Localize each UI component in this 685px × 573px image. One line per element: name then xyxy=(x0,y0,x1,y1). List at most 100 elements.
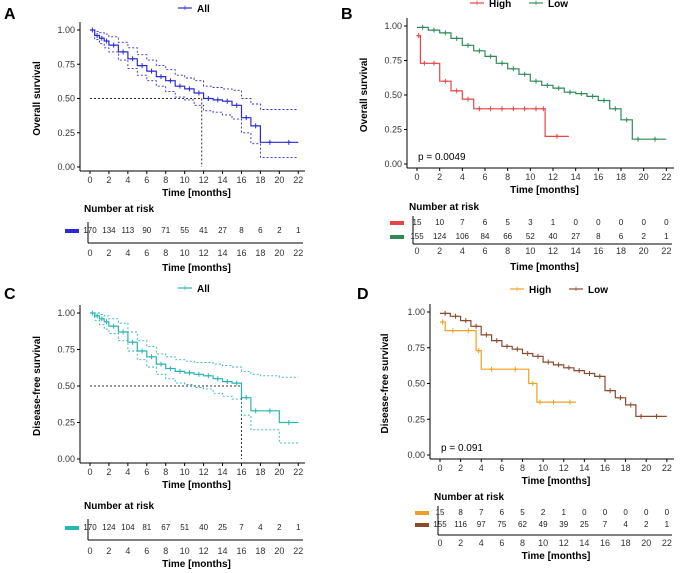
censor-mark xyxy=(465,96,471,102)
y-tick-label: 0.25 xyxy=(384,125,402,135)
x-tick-label: 0 xyxy=(414,172,419,182)
censor-mark xyxy=(654,413,660,419)
risk-time-label: 22 xyxy=(661,246,671,256)
risk-count: 0 xyxy=(573,218,578,227)
x-tick-label: 22 xyxy=(661,172,671,182)
risk-row-swatch xyxy=(415,511,429,515)
risk-table-title: Number at risk xyxy=(409,202,479,213)
censor-mark xyxy=(167,365,173,371)
risk-count: 124 xyxy=(433,232,447,241)
risk-count: 55 xyxy=(180,226,189,235)
y-axis-title: Overall survival xyxy=(32,61,43,136)
x-tick-label: 8 xyxy=(520,463,525,473)
risk-count: 170 xyxy=(83,523,97,532)
risk-time-label: 16 xyxy=(593,246,603,256)
censor-mark xyxy=(286,139,292,145)
risk-time-label: 10 xyxy=(180,248,190,258)
x-tick-label: 0 xyxy=(437,463,442,473)
censor-mark xyxy=(510,66,516,72)
x-tick-label: 20 xyxy=(641,463,651,473)
y-tick-label: 0.50 xyxy=(57,94,75,104)
censor-mark xyxy=(544,82,550,88)
risk-count: 6 xyxy=(258,226,263,235)
censor-mark xyxy=(158,74,164,80)
x-tick-label: 14 xyxy=(218,467,228,477)
risk-count: 0 xyxy=(603,508,608,517)
risk-time-label: 4 xyxy=(125,248,130,258)
y-tick-label: 0.75 xyxy=(57,59,75,69)
x-tick-label: 2 xyxy=(106,467,111,477)
censor-mark xyxy=(624,117,630,123)
y-axis-title: Overall survival xyxy=(359,58,370,133)
censor-mark xyxy=(130,339,136,345)
risk-time-label: 2 xyxy=(437,246,442,256)
legend-label: High xyxy=(489,0,511,10)
risk-count: 1 xyxy=(664,232,669,241)
risk-time-label: 14 xyxy=(579,538,589,548)
risk-table-title: Number at risk xyxy=(84,501,154,512)
panel-c: C0.000.250.500.751.000 2 4 6 8 10 12 14 16 18 20 22… xyxy=(4,283,305,570)
x-tick-label: 10 xyxy=(538,463,548,473)
risk-count: 104 xyxy=(121,523,135,532)
risk-time-label: 10 xyxy=(525,246,535,256)
censor-mark xyxy=(554,133,560,139)
risk-time-label: 4 xyxy=(479,538,484,548)
censor-mark xyxy=(556,362,562,368)
y-tick-label: 0.75 xyxy=(57,345,75,355)
risk-time-label: 16 xyxy=(236,248,246,258)
risk-count: 75 xyxy=(497,520,506,529)
censor-mark xyxy=(535,353,541,359)
risk-count: 8 xyxy=(239,226,244,235)
risk-count: 2 xyxy=(277,523,282,532)
risk-time-label: 12 xyxy=(199,546,209,556)
censor-mark xyxy=(149,354,155,360)
risk-count: 155 xyxy=(433,520,447,529)
censor-mark xyxy=(440,319,446,325)
censor-mark xyxy=(177,83,183,89)
risk-count: 0 xyxy=(596,218,601,227)
x-tick-label: 20 xyxy=(639,172,649,182)
censor-mark xyxy=(442,310,448,316)
censor-mark xyxy=(267,408,273,414)
risk-count: 8 xyxy=(458,508,463,517)
censor-mark xyxy=(149,68,155,74)
risk-count: 1 xyxy=(562,508,567,517)
censor-mark xyxy=(104,38,110,44)
risk-table-title: Number at risk xyxy=(84,204,154,215)
censor-mark xyxy=(111,323,117,329)
risk-count: 4 xyxy=(258,523,263,532)
risk-time-label: 18 xyxy=(255,248,265,258)
risk-time-label: 22 xyxy=(293,546,303,556)
censor-mark xyxy=(473,323,479,329)
censor-mark xyxy=(431,60,437,66)
x-tick-label: 2 xyxy=(458,463,463,473)
p-value: p = 0.091 xyxy=(441,443,483,454)
censor-mark xyxy=(488,106,494,112)
risk-row-swatch xyxy=(65,526,79,530)
risk-count: 8 xyxy=(596,232,601,241)
x-tick-label: 18 xyxy=(621,463,631,473)
censor-mark xyxy=(454,35,460,41)
x-tick-label: 0 xyxy=(87,467,92,477)
x-tick-label: 12 xyxy=(559,463,569,473)
survival-curve-low xyxy=(417,26,667,140)
risk-count: 27 xyxy=(571,232,580,241)
risk-row-swatch xyxy=(390,235,404,239)
panel-label: C xyxy=(4,286,16,303)
censor-mark xyxy=(94,32,100,38)
censor-mark xyxy=(215,376,221,382)
risk-count: 155 xyxy=(410,232,424,241)
risk-time-label: 22 xyxy=(293,248,303,258)
risk-count: 6 xyxy=(619,232,624,241)
risk-count: 6 xyxy=(483,218,488,227)
censor-mark xyxy=(253,408,259,414)
censor-mark xyxy=(597,373,603,379)
risk-count: 25 xyxy=(580,520,589,529)
x-tick-label: 4 xyxy=(125,467,130,477)
x-tick-label: 18 xyxy=(255,175,265,185)
legend-label: High xyxy=(529,285,551,296)
y-tick-label: 0.75 xyxy=(407,343,425,353)
censor-mark xyxy=(566,365,572,371)
censor-mark xyxy=(120,329,126,335)
censor-mark xyxy=(224,379,230,385)
